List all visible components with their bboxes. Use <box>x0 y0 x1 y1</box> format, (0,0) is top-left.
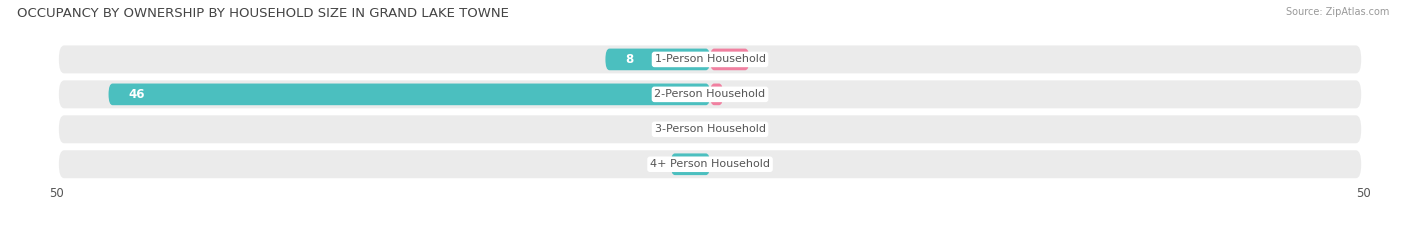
FancyBboxPatch shape <box>59 115 1361 143</box>
FancyBboxPatch shape <box>606 49 710 70</box>
Text: 3-Person Household: 3-Person Household <box>655 124 765 134</box>
Text: 1: 1 <box>734 88 741 101</box>
FancyBboxPatch shape <box>710 84 723 105</box>
FancyBboxPatch shape <box>710 49 749 70</box>
Text: 0: 0 <box>720 123 728 136</box>
Text: 3: 3 <box>652 158 661 171</box>
Text: 46: 46 <box>128 88 145 101</box>
Text: 2-Person Household: 2-Person Household <box>654 89 766 99</box>
FancyBboxPatch shape <box>108 84 710 105</box>
Text: 1-Person Household: 1-Person Household <box>655 55 765 64</box>
Text: Source: ZipAtlas.com: Source: ZipAtlas.com <box>1285 7 1389 17</box>
Text: 4+ Person Household: 4+ Person Household <box>650 159 770 169</box>
FancyBboxPatch shape <box>59 150 1361 178</box>
FancyBboxPatch shape <box>59 45 1361 73</box>
Text: 0: 0 <box>692 123 700 136</box>
FancyBboxPatch shape <box>671 154 710 175</box>
Legend: Owner-occupied, Renter-occupied: Owner-occupied, Renter-occupied <box>585 231 835 233</box>
Text: 0: 0 <box>720 158 728 171</box>
FancyBboxPatch shape <box>59 80 1361 108</box>
Text: OCCUPANCY BY OWNERSHIP BY HOUSEHOLD SIZE IN GRAND LAKE TOWNE: OCCUPANCY BY OWNERSHIP BY HOUSEHOLD SIZE… <box>17 7 509 20</box>
Text: 3: 3 <box>759 53 768 66</box>
Text: 8: 8 <box>626 53 633 66</box>
